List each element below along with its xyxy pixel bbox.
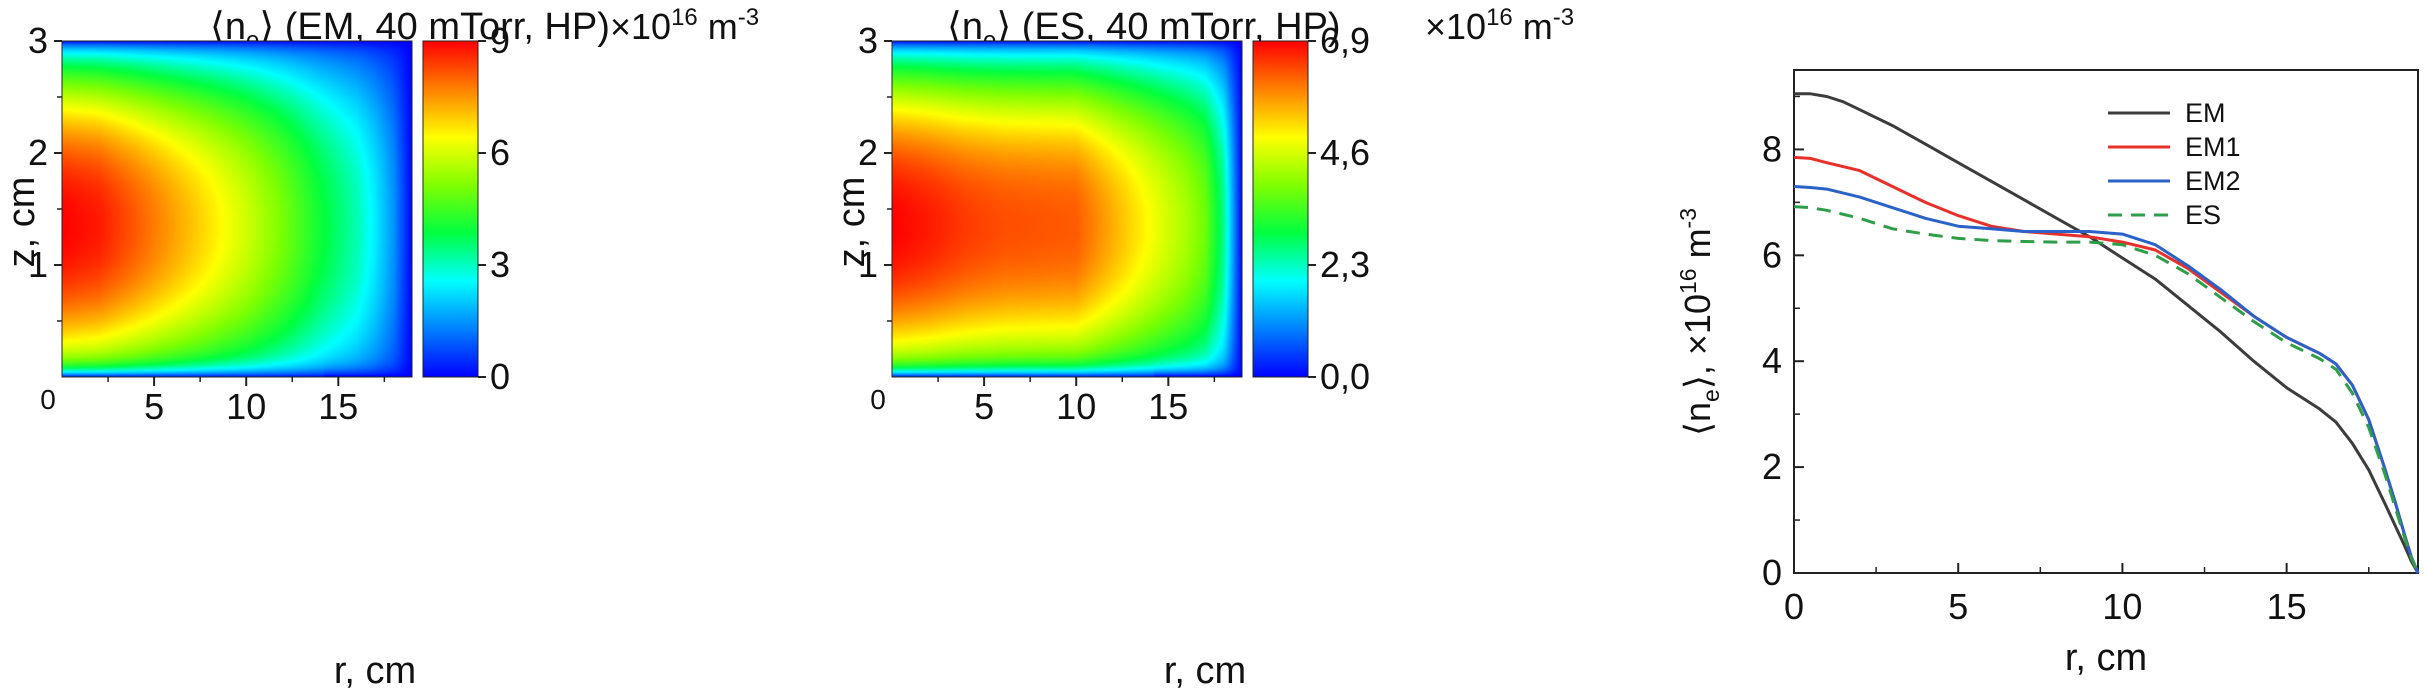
colorbar-tick-label: 4,6 <box>1320 132 1370 173</box>
heatmap-svg-em: ⟨ne⟩ (EM, 40 mTorr, HP) ×1016 m-3 0 5 10 15… <box>1 4 759 692</box>
line-chart-legend: EM EM1 EM2 ES <box>2108 98 2241 230</box>
line-chart-yticks: 0 2 4 6 8 <box>1762 95 1804 593</box>
y-tick-label: 8 <box>1762 128 1782 169</box>
colorbar-tick-label: 3 <box>490 244 510 285</box>
colorbar-gradient <box>422 40 479 378</box>
y-tick-label: 1 <box>28 244 48 285</box>
colorbar-tick-label: 0 <box>490 356 510 397</box>
y-tick-label: 1 <box>858 244 878 285</box>
y-tick-label: 3 <box>28 20 48 61</box>
legend-label-es: ES <box>2185 200 2221 230</box>
x-tick-label: 0 <box>1784 586 1804 627</box>
legend-label-em: EM <box>2185 98 2226 128</box>
colorbar-tick-label: 0,0 <box>1320 356 1370 397</box>
line-chart-ylabel: ⟨ne⟩, ×1016 m-3 <box>1675 208 1724 436</box>
heatmap-ylabel-es: z, cm <box>831 177 873 268</box>
heatmap-xticks-em: 0 5 10 15 <box>40 377 386 427</box>
line-chart-xlabel: r, cm <box>2065 637 2147 679</box>
heatmap-xlabel-es: r, cm <box>1164 650 1246 692</box>
heatmap-scale-em: ×1016 m-3 <box>610 4 759 47</box>
y-tick-label: 2 <box>28 132 48 173</box>
line-chart-panel: 0 5 10 15 0 2 4 6 8 EM EM1 EM2 ES r, cm ⟨ne⟩, ×101… <box>1660 0 2426 693</box>
series-line-es <box>1793 205 2420 574</box>
y-tick-label: 3 <box>858 20 878 61</box>
series-line-em <box>1794 92 2420 574</box>
heatmap-field <box>892 41 1242 377</box>
y-tick-label: 2 <box>858 132 878 173</box>
heatmap-plot-em <box>61 40 413 378</box>
x-tick-label: 10 <box>226 386 266 427</box>
heatmap-xlabel-em: r, cm <box>334 650 416 692</box>
heatmap-panel-es: ⟨ne⟩ (ES, 40 mTorr, HP) ×1016 m-3 0 5 10 15… <box>830 0 1660 693</box>
legend-label-em1: EM1 <box>2185 132 2241 162</box>
heatmap-scale-es: ×1016 m-3 <box>1425 4 1574 47</box>
line-chart-svg: 0 5 10 15 0 2 4 6 8 EM EM1 EM2 ES r, cm ⟨ne⟩, ×101… <box>1675 69 2420 679</box>
heatmap-plot-es <box>891 40 1243 378</box>
x-tick-label: 10 <box>1056 386 1096 427</box>
x-tick-label: 5 <box>144 386 164 427</box>
y-tick-label: 4 <box>1762 340 1782 381</box>
x-tick-label: 15 <box>2267 586 2307 627</box>
colorbar-tick-label: 9 <box>490 20 510 61</box>
colorbar-em: 0 3 6 9 <box>422 20 510 397</box>
line-chart-frame <box>1793 69 2419 574</box>
heatmap-yticks-es: 1 2 3 <box>858 20 892 322</box>
colorbar-tick-label: 6,9 <box>1320 20 1370 61</box>
colorbar-tick-label: 6 <box>490 132 510 173</box>
x-tick-label: 15 <box>1148 386 1188 427</box>
heatmap-ylabel-em: z, cm <box>1 177 43 268</box>
x-tick-label: 5 <box>974 386 994 427</box>
x-tick-label: 0 <box>870 384 886 415</box>
y-tick-label: 0 <box>1762 552 1782 593</box>
y-tick-label: 6 <box>1762 234 1782 275</box>
x-tick-label: 15 <box>318 386 358 427</box>
series-line-em1 <box>1793 155 2420 574</box>
line-chart-xticks: 0 5 10 15 <box>1784 563 2370 627</box>
x-tick-label: 0 <box>40 384 56 415</box>
series-line-em2 <box>1793 185 2420 574</box>
legend-label-em2: EM2 <box>2185 166 2241 196</box>
colorbar-gradient <box>1252 40 1309 378</box>
colorbar-es: 0,0 2,3 4,6 6,9 <box>1252 20 1370 397</box>
x-tick-label: 10 <box>2102 586 2142 627</box>
heatmap-panel-em: ⟨ne⟩ (EM, 40 mTorr, HP) ×1016 m-3 0 5 10 15… <box>0 0 830 693</box>
line-chart-series <box>1793 92 2420 574</box>
heatmap-svg-es: ⟨ne⟩ (ES, 40 mTorr, HP) ×1016 m-3 0 5 10 15… <box>831 4 1574 692</box>
y-tick-label: 2 <box>1762 446 1782 487</box>
heatmap-field <box>62 41 412 377</box>
heatmap-yticks-em: 1 2 3 <box>28 20 62 322</box>
x-tick-label: 5 <box>1948 586 1968 627</box>
heatmap-xticks-es: 0 5 10 15 <box>870 377 1216 427</box>
colorbar-tick-label: 2,3 <box>1320 244 1370 285</box>
